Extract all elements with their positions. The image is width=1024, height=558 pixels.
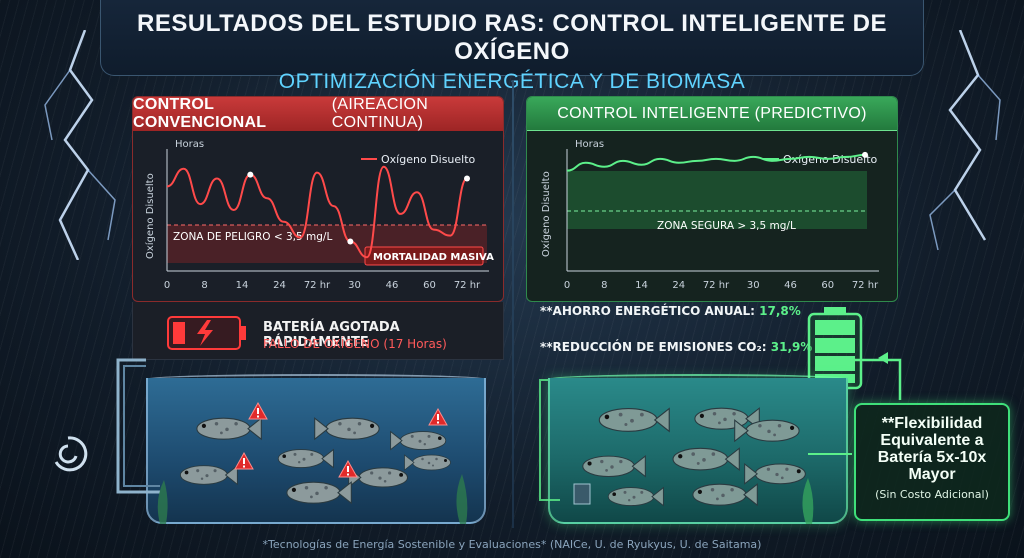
fish-icon [179,464,238,486]
series-line [566,153,866,172]
right-pipe-2 [539,379,560,501]
series-group [166,165,470,259]
x-tick-label: 24 [672,280,685,291]
series-line [166,165,468,259]
safe-zone-label: ZONA SEGURA > 3,5 mg/L [657,220,796,232]
conventional-subtitle: (AIREACIÓN CONTINUA) [331,96,429,131]
warning-icon [428,408,448,426]
x-tick-label: 46 [784,280,797,291]
fish-icon [286,481,352,505]
conventional-chart: Horas Oxígeno Disuelto Oxígeno Disuelto … [133,131,503,301]
energy-saving-label: **AHORRO ENERGÉTICO ANUAL: [540,304,755,318]
fish-icon [672,447,740,472]
y-axis-title: Oxígeno Disuelto [540,171,552,257]
energy-saving-value: 17,8% [759,304,801,318]
x-tick-label: 46 [386,280,399,291]
x-axis-title: Horas [175,139,204,150]
seaweed [456,474,468,524]
control-unit-icon [573,483,591,505]
warning-icon [248,402,268,420]
series-point [862,151,868,158]
x-axis-title: Horas [575,139,604,150]
fish-icon [404,454,451,471]
fish-icon [598,407,670,433]
x-tick-label: 60 [821,280,834,291]
warning-icon [338,460,358,478]
x-ticks: 0 8 14 24 72 hr 30 46 60 72 hr [564,280,879,291]
x-tick-label: 8 [201,280,207,291]
flexibility-main: **Flexibilidad Equivalente a Batería 5x-… [877,415,987,483]
fish-icon [744,462,806,485]
fish-icon [348,466,408,489]
warning-icon [234,452,254,470]
energy-saving-metric: **AHORRO ENERGÉTICO ANUAL: 17,8% [540,304,801,318]
smart-chart-svg: Horas Oxígeno Disuelto Oxígeno Disuelto … [540,139,879,291]
flexibility-sub: (Sin Costo Adicional) [875,488,989,501]
arrow-icon [878,352,888,364]
flexibility-callout: **Flexibilidad Equivalente a Batería 5x-… [854,403,1010,521]
lightning-left-icon [44,30,116,260]
danger-zone-label: ZONA DE PELIGRO < 3,5 mg/L [173,231,332,243]
x-ticks: 0 8 14 24 72 hr 30 46 60 72 hr [164,280,481,291]
fish-icon [390,430,447,451]
conventional-control-panel: CONTROL CONVENCIONAL (AIREACIÓN CONTINUA… [132,96,504,302]
seaweed [802,478,814,524]
series-point [347,238,354,245]
battery-status-box: BATERÍA AGOTADA RÁPIDAMENTE FALLO DE OXÍ… [132,302,504,360]
co2-reduction-value: 31,9% [770,340,813,354]
co2-reduction-metric: **REDUCCIÓN DE EMISIONES CO₂: 31,9% [540,340,812,354]
x-tick-label: 72 hr [703,280,730,291]
x-tick-label: 30 [348,280,361,291]
x-tick-label: 24 [273,280,286,291]
battery-status-title: BATERÍA AGOTADA RÁPIDAMENTE [263,320,400,350]
battery-status-sub: FALLO DE OXÍGENO (17 Horas) [263,337,447,351]
fish-icon [582,455,646,478]
x-tick-label: 14 [635,280,648,291]
smart-panel-header: CONTROL INTELIGENTE (PREDICTIVO) [527,97,897,131]
series-point [464,175,470,182]
smart-chart: Horas Oxígeno Disuelto Oxígeno Disuelto … [527,131,897,301]
series-point [247,171,254,178]
battery-full-icon [807,307,863,390]
seaweed [157,480,168,524]
x-tick-label: 72 hr [852,280,879,291]
center-divider [512,80,514,528]
page-title: RESULTADOS DEL ESTUDIO RAS: CONTROL INTE… [137,10,887,65]
footer-credits: *Tecnologías de Energía Sostenible y Eva… [262,538,762,551]
fish-icon [607,486,664,507]
brand-logo-icon [54,436,88,472]
page-subtitle: OPTIMIZACIÓN ENERGÉTICA Y DE BIOMASA [278,70,746,93]
conventional-title: CONTROL CONVENCIONAL [133,96,267,131]
smart-control-panel: CONTROL INTELIGENTE (PREDICTIVO) Horas O… [526,96,898,302]
x-tick-label: 72 hr [304,280,331,291]
fish-icon [314,417,380,441]
right-pipe [848,358,902,400]
co2-reduction-label: **REDUCCIÓN DE EMISIONES CO₂: [540,340,767,354]
smart-title: CONTROL INTELIGENTE (PREDICTIVO) [557,104,867,122]
conventional-chart-svg: Horas Oxígeno Disuelto Oxígeno Disuelto … [144,139,494,291]
lightning-right-icon [929,30,1001,251]
x-tick-label: 60 [423,280,436,291]
x-tick-label: 0 [564,280,570,291]
safe-zone [567,171,867,229]
x-tick-label: 72 hr [454,280,481,291]
left-pipe [116,358,160,494]
x-tick-label: 14 [236,280,249,291]
mortality-label: MORTALIDAD MASIVA [373,252,494,263]
fish-icon [277,448,334,469]
fish-icon [196,417,262,441]
battery-empty-icon [167,316,246,350]
fish-icon [734,419,800,443]
fish-icon [692,483,758,507]
header: RESULTADOS DEL ESTUDIO RAS: CONTROL INTE… [100,0,924,93]
left-pipe-inner [123,365,160,487]
x-tick-label: 30 [747,280,760,291]
conventional-panel-header: CONTROL CONVENCIONAL (AIREACIÓN CONTINUA… [133,97,503,131]
x-tick-label: 0 [164,280,170,291]
y-axis-title: Oxígeno Disuelto [144,173,156,259]
series-group [566,151,868,172]
x-tick-label: 8 [601,280,607,291]
legend-label: Oxígeno Disuelto [381,153,476,166]
